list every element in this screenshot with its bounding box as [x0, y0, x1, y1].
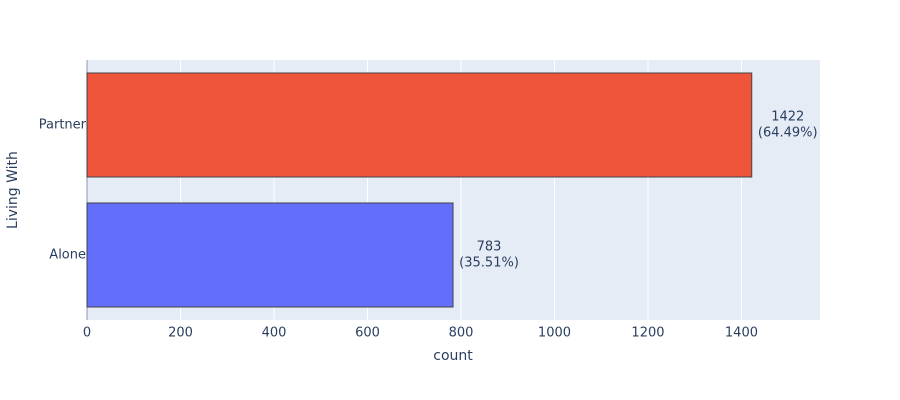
x-tick-label: 800: [449, 326, 474, 341]
x-tick-label: 1000: [538, 326, 571, 341]
y-tick-label: Alone: [49, 248, 86, 263]
x-tick-label: 1400: [725, 326, 758, 341]
x-axis-title: count: [433, 348, 473, 364]
value-label: (64.49%): [758, 126, 818, 141]
x-tick-label: 400: [262, 326, 287, 341]
value-label: (35.51%): [459, 256, 519, 271]
x-tick-label: 600: [355, 326, 380, 341]
y-axis-title: Living With: [5, 151, 21, 229]
bar: [86, 202, 454, 308]
x-tick-label: 0: [83, 326, 91, 341]
x-tick-label: 1200: [631, 326, 664, 341]
value-label: 1422: [771, 110, 804, 125]
marks: [86, 72, 753, 308]
value-label: 783: [477, 240, 502, 255]
y-tick-label: Partner: [39, 118, 87, 133]
bar: [86, 72, 753, 178]
x-tick-label: 200: [168, 326, 193, 341]
